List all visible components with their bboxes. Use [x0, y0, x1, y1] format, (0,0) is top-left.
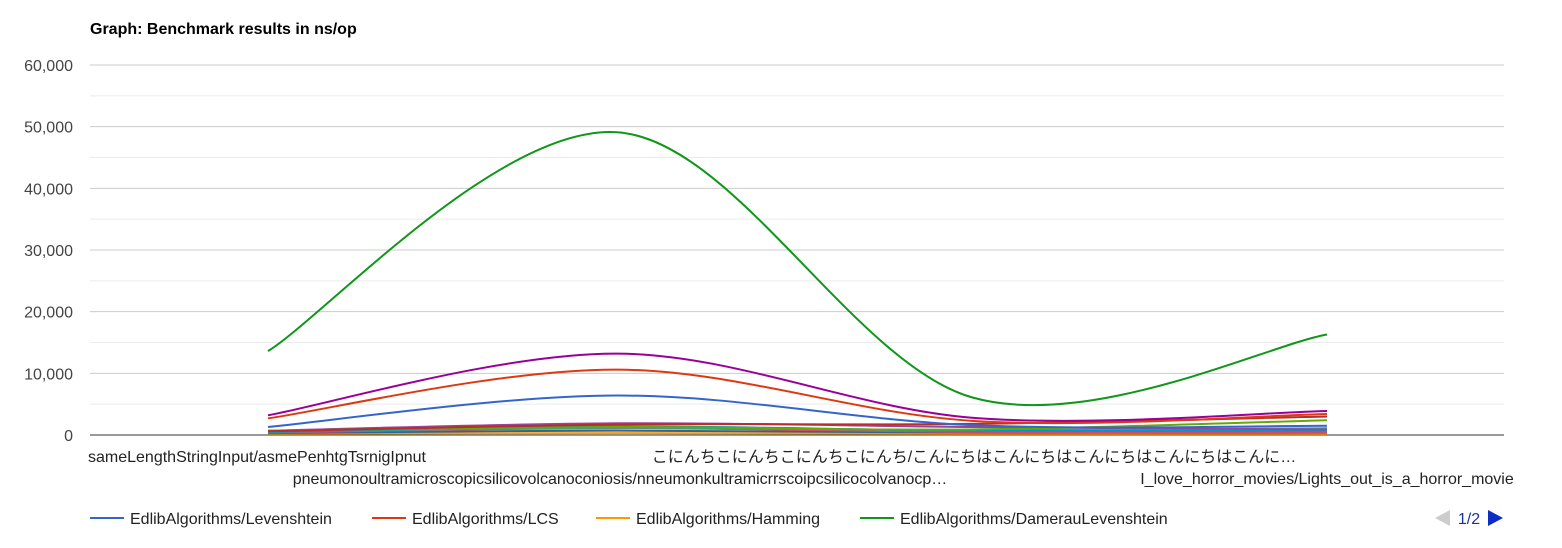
pager-next-icon[interactable]	[1488, 510, 1503, 526]
x-category-label: I_love_horror_movies/Lights_out_is_a_hor…	[1140, 471, 1514, 488]
legend-label: EdlibAlgorithms/Levenshtein	[130, 511, 332, 528]
legend-label: EdlibAlgorithms/LCS	[412, 511, 559, 528]
chart-title: Graph: Benchmark results in ns/op	[90, 21, 357, 38]
legend-item[interactable]: EdlibAlgorithms/DamerauLevenshtein	[860, 511, 1168, 528]
legend-pager: 1/2	[1435, 510, 1503, 528]
y-tick-label: 60,000	[24, 58, 73, 75]
y-tick-label: 50,000	[24, 120, 73, 137]
y-tick-label: 30,000	[24, 243, 73, 260]
legend-item[interactable]: EdlibAlgorithms/LCS	[372, 511, 559, 528]
series-line-1[interactable]	[267, 368, 1328, 425]
y-tick-label: 10,000	[24, 366, 73, 383]
x-category-label: pneumonoultramicroscopicsilicovolcanocon…	[293, 471, 948, 488]
x-category-label: sameLengthStringInput/asmePenhtgTsrnigIp…	[88, 449, 427, 466]
legend-item[interactable]: EdlibAlgorithms/Levenshtein	[90, 511, 332, 528]
legend: EdlibAlgorithms/Levenshtein EdlibAlgorith…	[90, 511, 1168, 528]
x-axis-categories: sameLengthStringInput/asmePenhtgTsrnigIp…	[88, 449, 1514, 488]
series-line-4[interactable]	[267, 352, 1328, 422]
pager-label: 1/2	[1458, 511, 1480, 528]
y-tick-label: 20,000	[24, 305, 73, 322]
grid-layer	[90, 64, 1504, 436]
legend-label: EdlibAlgorithms/DamerauLevenshtein	[900, 511, 1168, 528]
series-line-0[interactable]	[267, 394, 1328, 429]
legend-item[interactable]: EdlibAlgorithms/Hamming	[596, 511, 820, 528]
series-line-2[interactable]	[267, 432, 1328, 435]
x-category-label: こにんちこにんちこにんちこにんち/こんにちはこんにちはこんにちはこんにちはこんに…	[652, 449, 1296, 466]
y-tick-label: 0	[64, 428, 73, 445]
y-axis-ticks: 0 10,000 20,000 30,000 40,000 50,000 60,000	[24, 58, 73, 445]
pager-prev-icon[interactable]	[1435, 510, 1450, 526]
series-line-3[interactable]	[267, 131, 1328, 407]
legend-label: EdlibAlgorithms/Hamming	[636, 511, 820, 528]
series-layer	[267, 131, 1328, 435]
y-tick-label: 40,000	[24, 181, 73, 198]
